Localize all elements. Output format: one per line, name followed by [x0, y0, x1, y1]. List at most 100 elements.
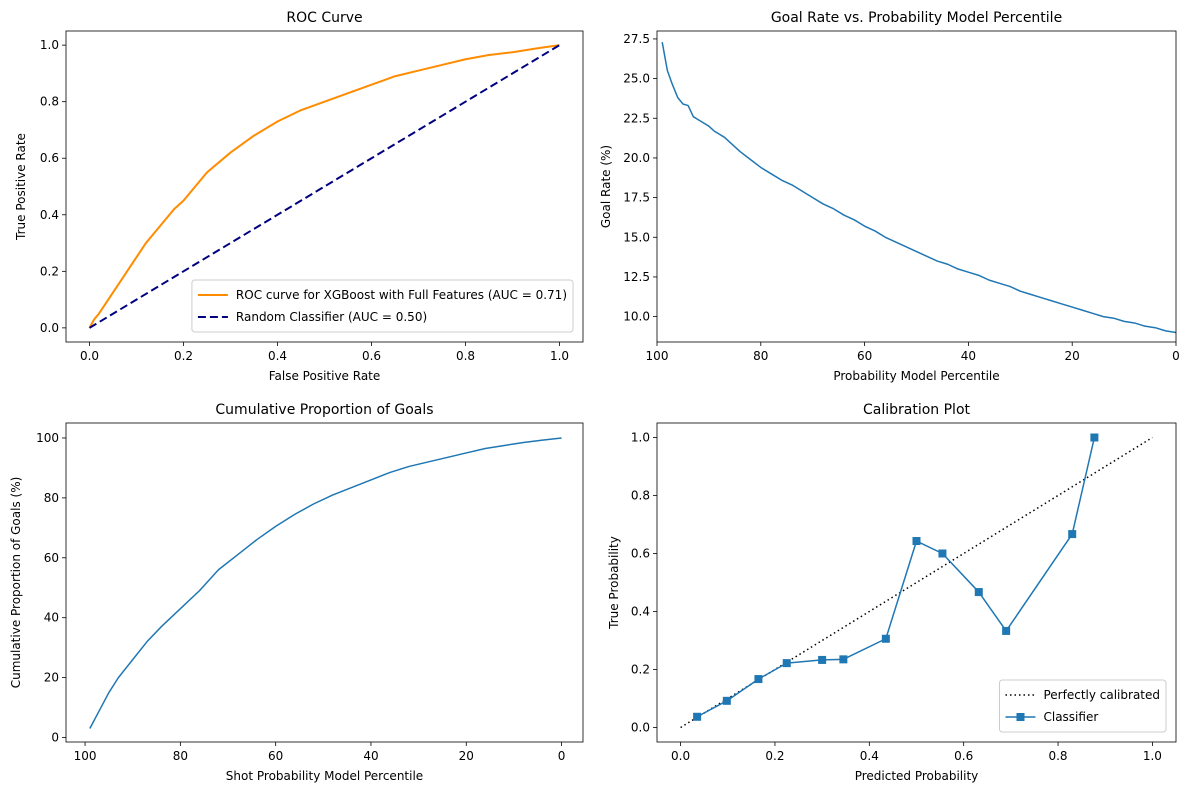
- chart-title: Goal Rate vs. Probability Model Percenti…: [771, 10, 1062, 26]
- y-tick-label: 0.6: [631, 547, 650, 561]
- y-tick-label: 22.5: [623, 111, 650, 125]
- y-tick-label: 100: [36, 431, 59, 445]
- legend-label: ROC curve for XGBoost with Full Features…: [236, 288, 567, 302]
- y-tick-label: 0.4: [631, 605, 650, 619]
- x-axis-label: False Positive Rate: [269, 369, 381, 383]
- x-tick-label: 1.0: [550, 349, 569, 363]
- x-tick-label: 20: [1065, 349, 1080, 363]
- y-tick-label: 0.0: [631, 721, 650, 735]
- x-axis-label: Probability Model Percentile: [833, 369, 999, 383]
- y-tick-label: 25.0: [623, 72, 650, 86]
- x-axis-label: Shot Probability Model Percentile: [226, 769, 423, 783]
- legend-label: Random Classifier (AUC = 0.50): [236, 310, 427, 324]
- chart-title: Cumulative Proportion of Goals: [215, 402, 433, 418]
- x-tick-label: 0.6: [362, 349, 381, 363]
- series-marker: [1090, 433, 1099, 442]
- x-tick-label: 0.8: [456, 349, 475, 363]
- x-tick-label: 0: [558, 749, 566, 763]
- chart-roc: ROC Curve 0.0 0.2 0.4 0.6 0.8 1.0 0.0 0.2 0.4 0.6 0…: [14, 10, 584, 383]
- y-axis-label: True Probability: [607, 536, 621, 630]
- chart-title: ROC Curve: [286, 10, 362, 26]
- y-tick-label: 0.4: [40, 208, 59, 222]
- x-tick-label: 40: [961, 349, 976, 363]
- series-marker: [782, 659, 791, 668]
- x-tick-label: 0.6: [954, 749, 973, 763]
- y-tick-label: 1.0: [631, 431, 650, 445]
- series-marker: [938, 549, 947, 558]
- series-marker: [1002, 626, 1011, 635]
- x-tick-label: 0.2: [765, 749, 784, 763]
- legend-marker: [1016, 713, 1025, 721]
- y-axis-label: Cumulative Proportion of Goals (%): [9, 477, 23, 689]
- chart-calibration: Calibration Plot 0.0 0.2 0.4 0.6 0.8 1.0 0.0 0.2…: [607, 402, 1177, 783]
- series-line-1: [89, 437, 562, 729]
- y-tick-label: 0.0: [40, 321, 59, 335]
- legend-box: [998, 679, 1167, 733]
- y-tick-label: 0.8: [631, 489, 650, 503]
- plot-frame: [65, 30, 584, 343]
- x-tick-label: 100: [646, 349, 669, 363]
- series-line-1: [88, 44, 560, 329]
- plot-frame: [656, 422, 1177, 743]
- y-tick-label: 0: [51, 731, 59, 745]
- y-tick-label: 27.5: [623, 32, 650, 46]
- chart-cumulative: Cumulative Proportion of Goals 100 80 60 40 2…: [9, 402, 584, 783]
- plot-area: [680, 433, 1153, 729]
- legend-label: Classifier: [1043, 710, 1098, 724]
- plot-area: [88, 44, 561, 329]
- plot-area: [89, 437, 562, 729]
- y-tick-label: 0.8: [40, 95, 59, 109]
- x-tick-label: 0.4: [860, 749, 879, 763]
- x-tick-label: 0.2: [174, 349, 193, 363]
- y-tick-label: 0.2: [40, 264, 59, 278]
- x-tick-label: 80: [753, 349, 768, 363]
- series-marker: [881, 634, 890, 643]
- x-tick-label: 60: [857, 349, 872, 363]
- x-tick-label: 0.8: [1048, 749, 1067, 763]
- series-marker: [974, 588, 983, 597]
- x-tick-label: 100: [74, 749, 97, 763]
- y-tick-label: 15.0: [623, 230, 650, 244]
- legend: Perfectly calibrated Classifier: [998, 679, 1167, 733]
- x-tick-label: 1.0: [1143, 749, 1162, 763]
- y-tick-label: 12.5: [623, 270, 650, 284]
- series-marker: [754, 675, 763, 684]
- y-tick-label: 80: [44, 491, 59, 505]
- plot-frame: [656, 30, 1177, 343]
- series-marker: [1068, 530, 1077, 539]
- series-line-1: [661, 41, 1176, 334]
- x-axis-label: Predicted Probability: [855, 769, 979, 783]
- series-marker: [839, 655, 848, 664]
- series-marker: [818, 655, 827, 664]
- chart-goal-rate: Goal Rate vs. Probability Model Percenti…: [599, 10, 1180, 383]
- x-tick-label: 80: [173, 749, 188, 763]
- series-line-2: [696, 437, 1096, 718]
- series-line-2: [88, 44, 561, 329]
- series-marker: [912, 537, 921, 546]
- y-tick-label: 60: [44, 551, 59, 565]
- x-tick-label: 0.4: [268, 349, 287, 363]
- y-tick-label: 10.0: [623, 310, 650, 324]
- series-marker: [693, 712, 702, 721]
- x-tick-label: 40: [363, 749, 378, 763]
- plot-area: [661, 41, 1176, 334]
- y-tick-label: 0.2: [631, 663, 650, 677]
- chart-title: Calibration Plot: [863, 402, 971, 418]
- series-marker: [722, 696, 731, 705]
- x-tick-label: 60: [268, 749, 283, 763]
- x-tick-label: 0.0: [671, 749, 690, 763]
- y-tick-label: 20: [44, 671, 59, 685]
- x-tick-label: 20: [459, 749, 474, 763]
- legend-label: Perfectly calibrated: [1043, 688, 1160, 702]
- legend-box: [191, 279, 574, 333]
- x-tick-label: 0: [1172, 349, 1180, 363]
- x-tick-label: 0.0: [80, 349, 99, 363]
- y-axis-label: True Positive Rate: [14, 133, 28, 241]
- plot-frame: [65, 422, 584, 743]
- y-axis-label: Goal Rate (%): [599, 145, 613, 228]
- y-tick-label: 40: [44, 611, 59, 625]
- y-tick-label: 17.5: [623, 191, 650, 205]
- y-tick-label: 0.6: [40, 151, 59, 165]
- y-tick-label: 20.0: [623, 151, 650, 165]
